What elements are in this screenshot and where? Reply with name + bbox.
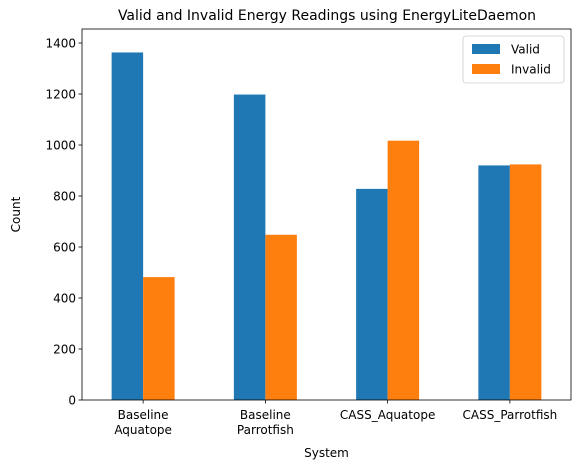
- bar-invalid-2: [387, 140, 420, 400]
- bar-valid-1: [233, 94, 266, 401]
- bar-invalid-3: [509, 164, 542, 400]
- chart-title: Valid and Invalid Energy Readings using …: [118, 8, 536, 24]
- legend-swatch-valid: [472, 44, 500, 54]
- bar-invalid-1: [265, 234, 297, 400]
- legend-label-valid: Valid: [511, 43, 540, 57]
- bar-valid-3: [478, 165, 510, 400]
- x-tick-label: Baseline: [118, 408, 169, 422]
- y-tick-label: 600: [53, 240, 76, 254]
- bar-valid-2: [356, 188, 388, 400]
- y-axis-ticks: 0 200 400 600 800 1000 1200 1400: [45, 36, 82, 407]
- x-tick-label: CASS_Parrotfish: [463, 408, 558, 422]
- x-tick-label: Aquatope: [114, 423, 172, 437]
- x-axis-label: System: [304, 446, 349, 460]
- y-tick-label: 1200: [45, 87, 76, 101]
- y-tick-label: 1000: [45, 138, 76, 152]
- x-tick-label: Baseline: [240, 408, 291, 422]
- y-axis-label: Count: [9, 196, 23, 232]
- legend: Valid Invalid: [462, 35, 565, 84]
- y-tick-label: 800: [53, 189, 76, 203]
- x-tick-label: CASS_Aquatope: [340, 408, 435, 422]
- plot-frame: [81, 28, 572, 401]
- bars-group: [111, 52, 542, 401]
- legend-swatch-invalid: [472, 64, 500, 74]
- y-tick-label: 0: [68, 393, 76, 407]
- bar-valid-0: [111, 52, 144, 400]
- x-tick-label: Parrotfish: [237, 423, 294, 437]
- x-axis-ticks: BaselineAquatopeBaselineParrotfishCASS_A…: [114, 400, 557, 437]
- bar-invalid-0: [143, 277, 175, 400]
- legend-label-invalid: Invalid: [511, 63, 551, 77]
- y-tick-label: 200: [53, 342, 76, 356]
- y-tick-label: 400: [53, 291, 76, 305]
- y-tick-label: 1400: [45, 36, 76, 50]
